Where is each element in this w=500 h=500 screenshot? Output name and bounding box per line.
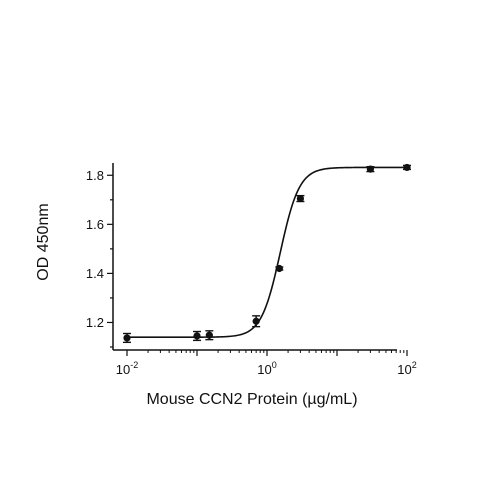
x-tick-label: 102 (397, 360, 416, 377)
fit-curve (127, 166, 407, 338)
data-points (123, 163, 411, 344)
point-marker (205, 331, 213, 339)
data-point (296, 194, 305, 203)
point-marker (123, 334, 131, 342)
y-tick-label: 1.4 (86, 266, 104, 281)
x-tick-label: 10-2 (116, 360, 138, 377)
data-point (205, 330, 214, 341)
data-point (123, 332, 131, 344)
data-point (252, 315, 261, 328)
y-axis-ticks: 1.2 1.4 1.6 1.8 (86, 168, 113, 348)
data-point (275, 264, 284, 273)
y-tick-label: 1.2 (86, 315, 104, 330)
point-marker (366, 165, 374, 173)
x-axis-ticks: 10-2 100 102 (116, 350, 417, 377)
x-axis-title: Mouse CCN2 Protein (µg/mL) (146, 391, 357, 408)
data-point (193, 330, 201, 342)
point-marker (252, 317, 260, 325)
point-marker (275, 264, 283, 273)
point-marker (403, 163, 411, 172)
point-marker (296, 194, 304, 203)
data-point (366, 165, 375, 173)
point-marker (193, 332, 201, 340)
y-axis-title: OD 450nm (35, 203, 52, 280)
y-tick-label: 1.8 (86, 168, 104, 183)
x-tick-label: 100 (257, 360, 276, 377)
y-tick-label: 1.6 (86, 217, 104, 232)
data-point (403, 163, 411, 172)
